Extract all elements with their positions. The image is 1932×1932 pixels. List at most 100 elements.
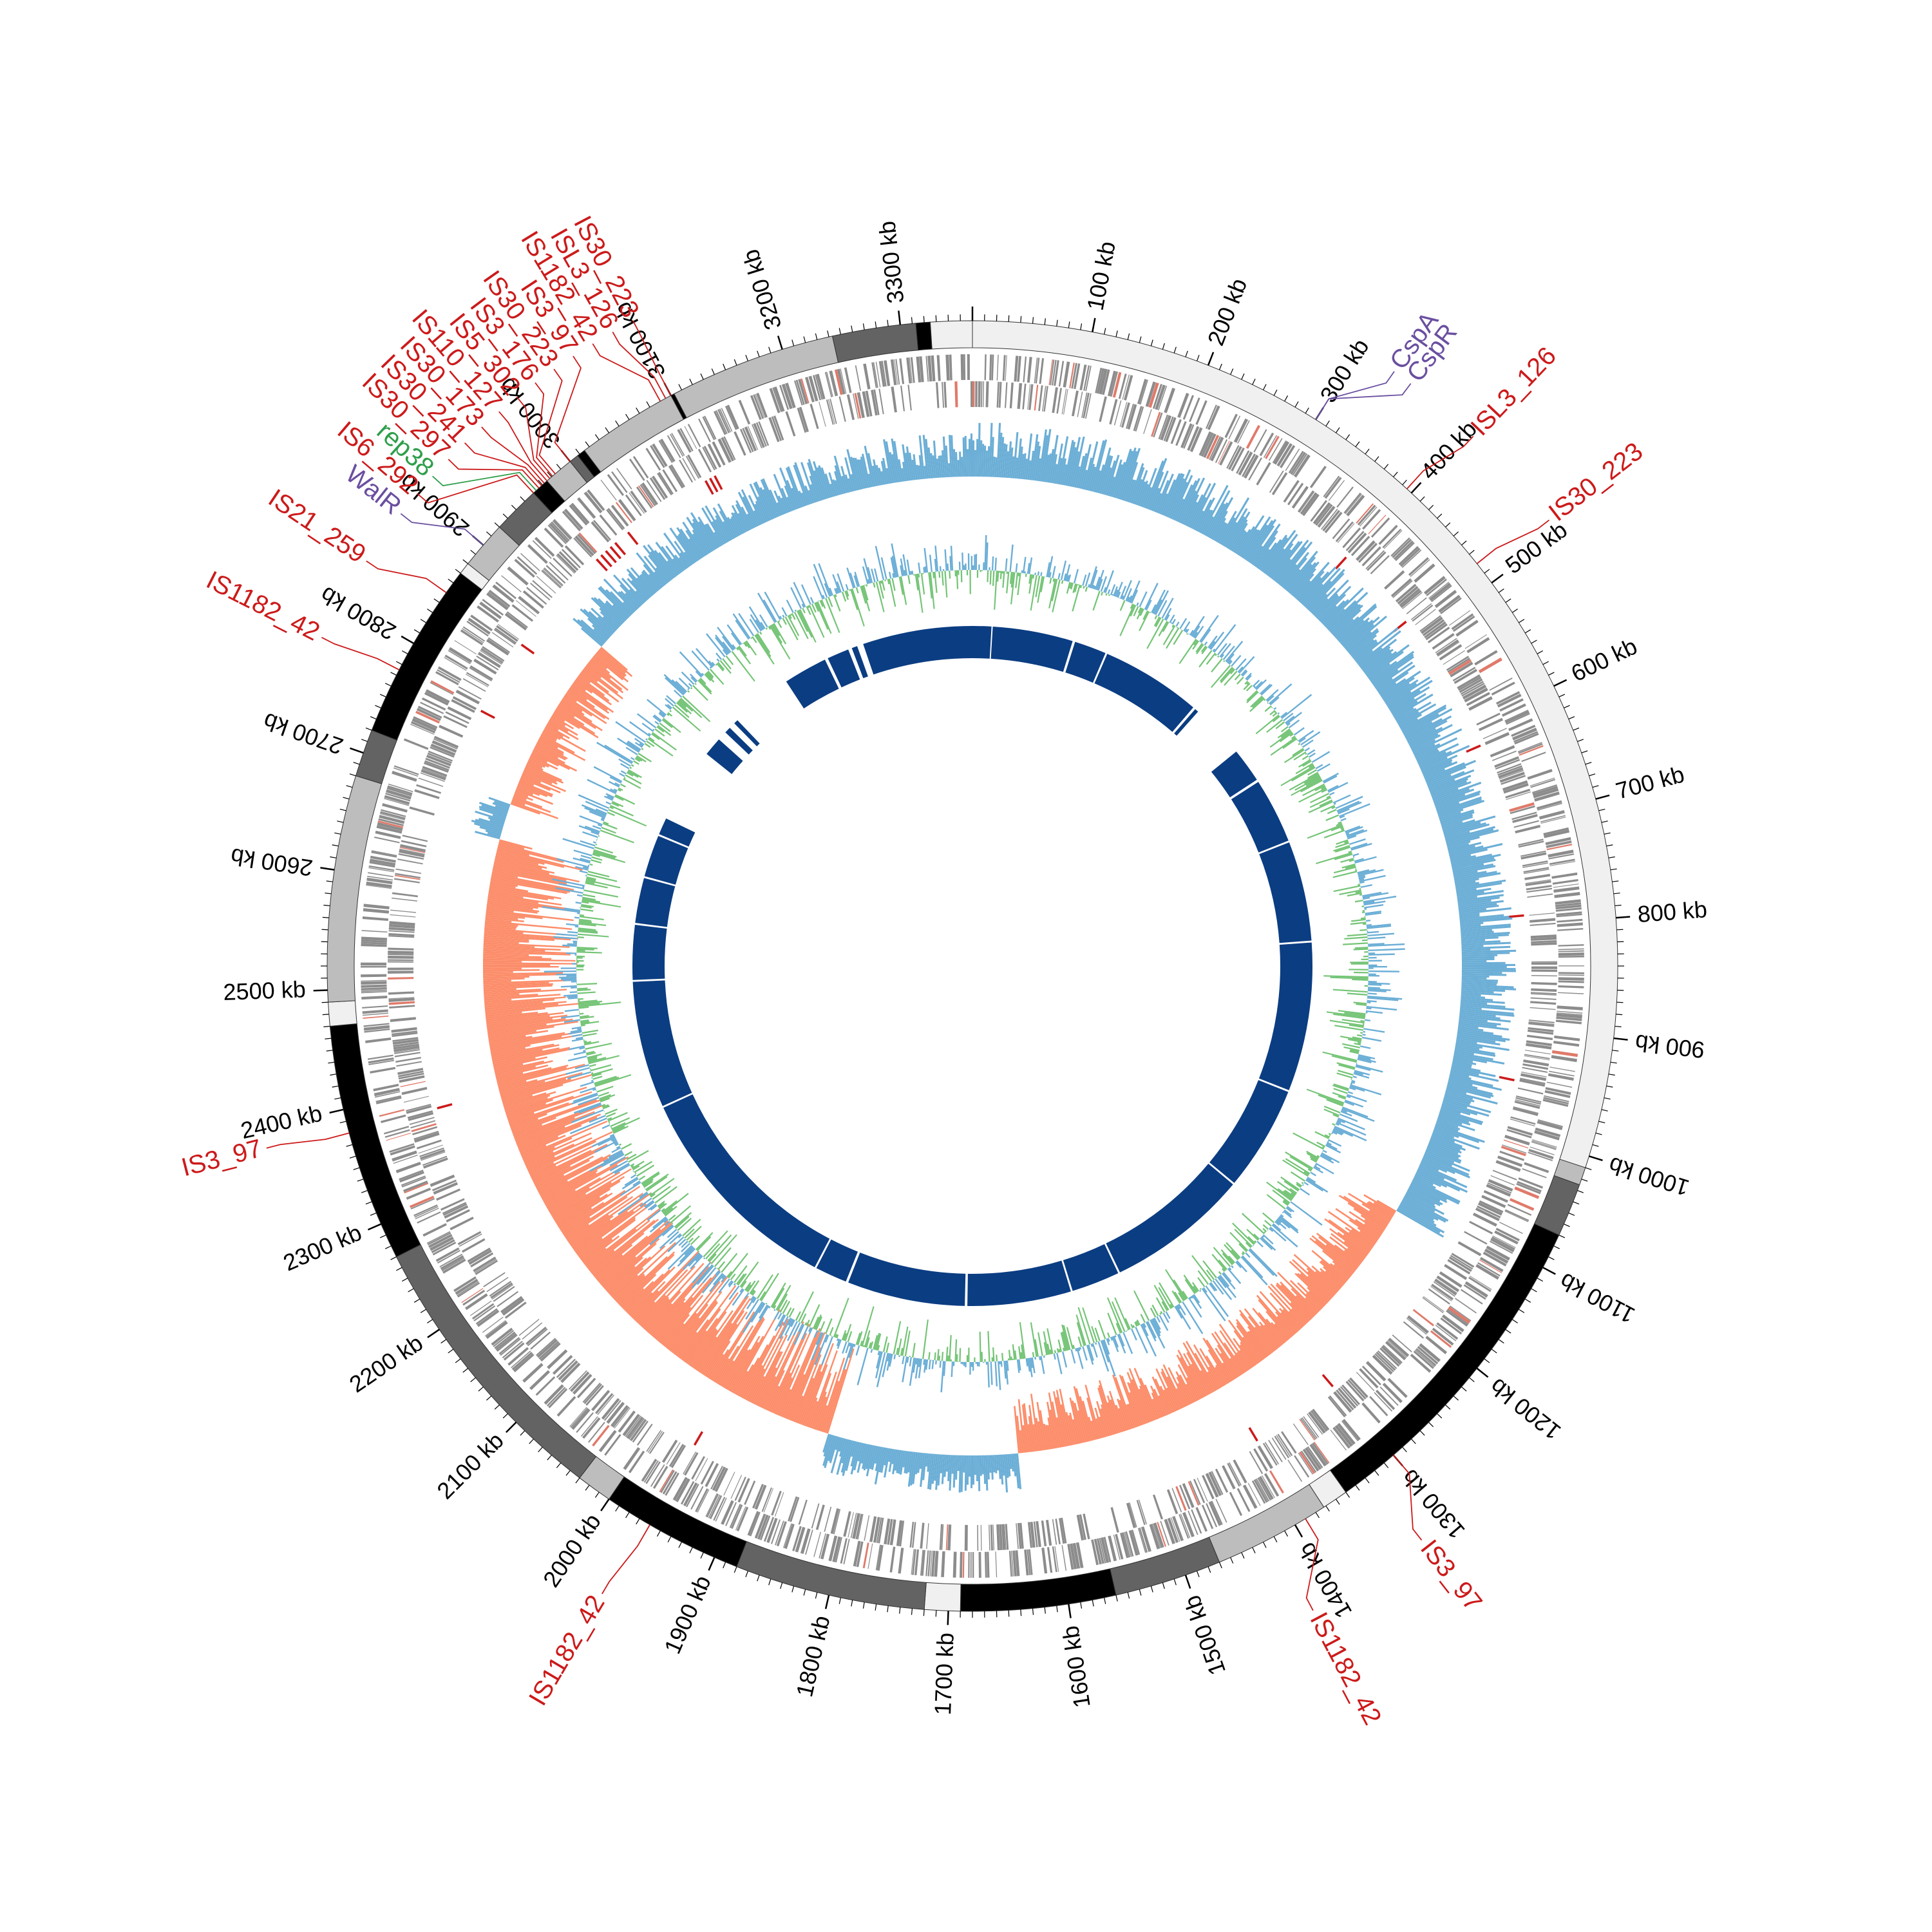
- gene-mark: [606, 509, 624, 531]
- gene-mark: [936, 382, 940, 408]
- gc-skew-bar: [1453, 1057, 1473, 1063]
- gene-mark: [389, 1143, 415, 1153]
- gc-skew-bar: [1134, 469, 1148, 505]
- gene-mark: [1224, 413, 1238, 439]
- gc-skew-bar: [488, 1030, 536, 1039]
- gc-skew-bar: [1090, 1420, 1097, 1440]
- minor-tick: [433, 598, 440, 603]
- gene-mark: [1406, 597, 1427, 614]
- gc-skew-bar: [486, 1012, 548, 1021]
- gc-skew-bar: [1236, 526, 1255, 555]
- gene-mark: [1436, 1275, 1460, 1293]
- gene-mark: [843, 1511, 851, 1537]
- gc-skew-bar: [677, 1331, 698, 1358]
- gene-mark: [1557, 922, 1583, 927]
- gene-mark: [548, 1388, 568, 1408]
- gene-mark: [370, 855, 396, 863]
- gene-mark: [1410, 603, 1432, 620]
- gene-mark: [929, 1550, 933, 1577]
- gene-mark: [361, 990, 387, 994]
- gc-content-bar: [1076, 1347, 1084, 1369]
- gc-content-bar: [1345, 826, 1363, 834]
- gc-skew-bar: [491, 875, 574, 893]
- gc-skew-bar: [627, 578, 648, 601]
- gene-mark: [1505, 710, 1530, 724]
- gene-mark: [393, 878, 420, 884]
- gene-mark: [984, 354, 987, 381]
- gc-skew-bar: [848, 478, 853, 492]
- gene-mark: [734, 1476, 746, 1501]
- minor-tick: [384, 683, 392, 687]
- gc-skew-bar: [692, 533, 708, 556]
- gene-mark: [629, 492, 645, 514]
- gc-content-bar: [674, 1212, 692, 1228]
- minor-tick: [538, 480, 543, 486]
- gc-content-bar: [823, 1332, 826, 1334]
- gc-skew-bar: [527, 1155, 555, 1170]
- gc-content-bar: [589, 863, 593, 866]
- minor-tick: [723, 363, 726, 370]
- gene-mark: [658, 471, 674, 495]
- gc-content-bar: [571, 1026, 582, 1030]
- gene-mark: [480, 649, 504, 664]
- gc-content-bar: [1065, 564, 1071, 582]
- gene-mark: [1449, 610, 1471, 626]
- gene-mark: [1281, 1431, 1297, 1454]
- gc-skew-bar: [512, 797, 551, 813]
- gc-content-bar: [1300, 731, 1321, 746]
- gc-content-bar: [1199, 614, 1219, 643]
- minor-tick: [1127, 1592, 1130, 1599]
- gc-skew-bar: [875, 1446, 882, 1472]
- gc-content-bar: [596, 1090, 597, 1092]
- gc-content-bar: [1219, 1274, 1230, 1287]
- gc-content-bar: [814, 1314, 822, 1330]
- gc-skew-bar: [494, 1060, 544, 1074]
- gc-content-bar: [632, 1165, 640, 1171]
- gene-mark: [1506, 791, 1531, 800]
- gc-content-bar: [870, 1349, 873, 1353]
- gene-mark: [384, 795, 410, 805]
- gc-skew-bar: [1160, 1368, 1182, 1410]
- gene-mark: [1521, 752, 1546, 762]
- gene-mark: [1484, 1248, 1509, 1264]
- gc-content-bar: [1019, 1321, 1026, 1359]
- gc-content-bar: [1119, 600, 1126, 611]
- gc-content-bar: [565, 1066, 590, 1075]
- gc-content-bar: [779, 1317, 791, 1340]
- gene-mark: [1531, 784, 1557, 793]
- minor-tick: [420, 619, 426, 623]
- gc-content-bar: [1063, 1325, 1071, 1350]
- gc-content-bar: [585, 875, 587, 876]
- gene-mark: [482, 646, 505, 662]
- gc-content-bar: [1331, 825, 1343, 831]
- gc-skew-bar: [1320, 1260, 1347, 1283]
- gc-content-bar: [801, 1325, 809, 1340]
- gc-skew-bar: [484, 925, 516, 931]
- gc-skew-bar: [556, 1193, 608, 1227]
- gc-skew-bar: [585, 665, 602, 679]
- gc-skew-bar: [730, 516, 743, 535]
- gc-content-bar: [591, 1079, 594, 1083]
- gc-skew-bar: [730, 518, 741, 536]
- gc-skew-bar: [524, 766, 557, 783]
- gc-skew-bar: [1399, 718, 1418, 730]
- gene-mark: [896, 1520, 903, 1546]
- gene-mark: [371, 851, 397, 858]
- gene-mark: [863, 363, 871, 390]
- gc-skew-bar: [757, 496, 770, 522]
- gene-mark: [856, 1541, 864, 1567]
- gc-content-bar: [634, 1172, 637, 1175]
- gc-skew-bar: [1070, 451, 1080, 488]
- gene-mark: [766, 1517, 778, 1543]
- gc-skew-bar: [513, 1112, 581, 1139]
- gc-skew-bar: [643, 1263, 705, 1330]
- gc-content-bar: [981, 570, 983, 571]
- gene-mark: [876, 1517, 882, 1544]
- minor-tick: [332, 844, 339, 847]
- gene-mark: [1558, 980, 1584, 983]
- gene-mark: [1495, 1227, 1520, 1242]
- gc-content-bar: [949, 1335, 952, 1362]
- gene-mark: [511, 1351, 533, 1370]
- gc-skew-bar: [1186, 1352, 1211, 1395]
- gc-skew-bar: [1288, 1311, 1304, 1327]
